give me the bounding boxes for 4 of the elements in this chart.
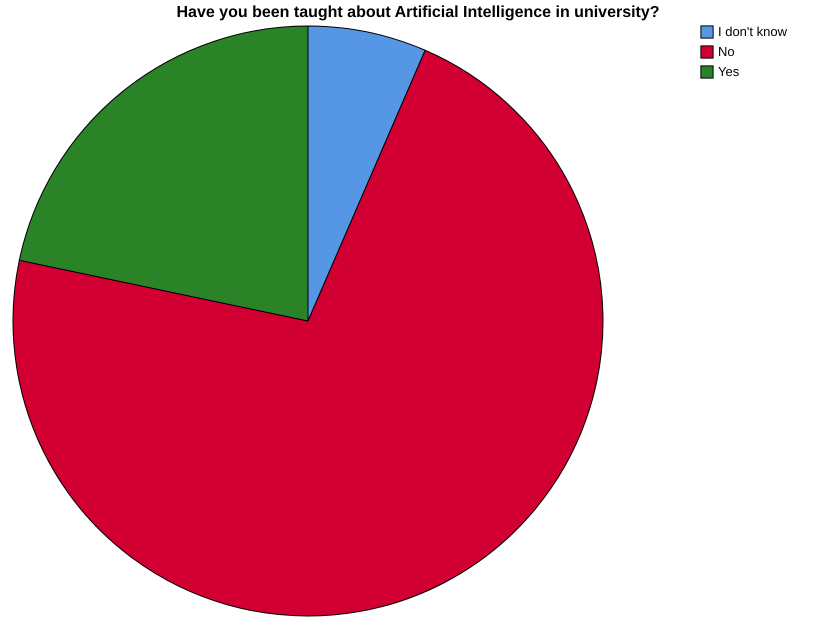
- legend-label: No: [718, 44, 735, 59]
- legend-label: Yes: [718, 64, 740, 79]
- chart-title: Have you been taught about Artificial Intelligence in university?: [176, 4, 660, 21]
- legend-label: I don't know: [718, 24, 788, 39]
